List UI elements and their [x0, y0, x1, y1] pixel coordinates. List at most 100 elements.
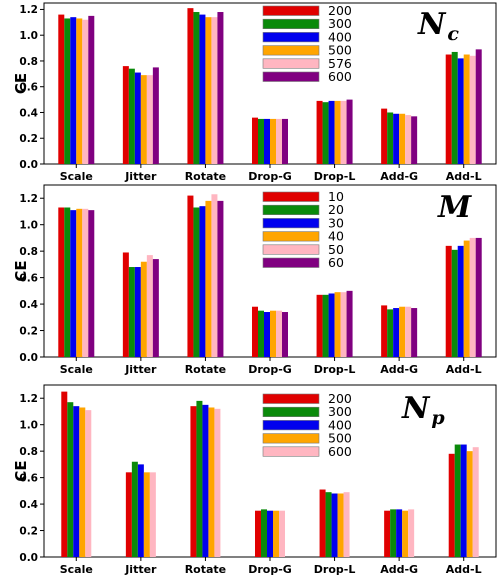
bar-600-add-l — [475, 49, 482, 165]
legend-swatch — [262, 5, 320, 16]
bar-500-scale — [76, 18, 83, 165]
bar-400-drop-g — [264, 118, 270, 164]
bar-40-drop-l — [334, 292, 341, 357]
legend-swatch — [262, 218, 320, 229]
bar-576-rotate — [211, 17, 218, 165]
category-label: Drop-G — [248, 363, 292, 376]
chart-panel-1: 0.0 0.2 0.4 0.6 0.8 1.0 1.2 CE Scale Jitter Rotate… — [12, 2, 497, 183]
bar-200-scale — [61, 391, 68, 557]
bar-300-drop-g — [258, 118, 264, 164]
bar-300-jitter — [131, 461, 138, 557]
bar-400-rotate — [199, 14, 206, 165]
bar-500-rotate — [208, 407, 215, 557]
bar-60-add-g — [411, 308, 418, 357]
panel-title-main: M — [437, 190, 472, 225]
bar-500-rotate — [205, 17, 212, 165]
category-label: Jitter — [124, 363, 157, 376]
y-tick-label: 0.2 — [19, 525, 38, 537]
bar-500-add-l — [463, 54, 470, 164]
bar-300-drop-g — [261, 509, 267, 557]
category-label: Drop-G — [248, 563, 292, 576]
legend-label: 10 — [328, 189, 344, 204]
bar-10-jitter — [122, 252, 129, 357]
bar-200-jitter — [122, 66, 129, 164]
legend-swatch — [262, 45, 320, 56]
legend-swatch — [262, 71, 320, 82]
category-label: Add-G — [380, 170, 418, 183]
bar-60-scale — [88, 210, 95, 357]
bar-40-add-l — [463, 240, 470, 357]
legend-label: 300 — [328, 404, 352, 419]
category-label: Rotate — [185, 563, 226, 576]
bar-10-drop-l — [316, 294, 323, 357]
bar-500-jitter — [143, 472, 150, 557]
legend-label: 600 — [328, 444, 352, 459]
legend-swatch — [262, 32, 320, 43]
bar-50-add-g — [405, 306, 412, 357]
y-axis-label: CE — [12, 73, 30, 94]
y-tick-label: 1.0 — [19, 219, 38, 231]
category-label: Jitter — [124, 170, 157, 183]
y-tick-label: 0.2 — [19, 133, 38, 145]
panel-title-main: N — [417, 7, 447, 42]
bar-300-add-l — [454, 444, 461, 557]
y-tick-label: 0.4 — [19, 299, 38, 311]
legend-label: 200 — [328, 3, 352, 18]
bar-400-add-g — [396, 509, 403, 557]
legend-swatch — [262, 433, 320, 444]
y-axis-label: CE — [12, 460, 30, 481]
chart-panel-2: 0.0 0.2 0.4 0.6 0.8 1.0 1.2 CE Scale Jitter Rotate… — [12, 184, 497, 376]
bar-576-add-g — [405, 115, 412, 164]
bar-300-rotate — [193, 12, 200, 164]
legend-swatch — [262, 191, 320, 202]
bar-576-jitter — [146, 75, 153, 164]
y-tick-label: 0.4 — [19, 107, 38, 119]
legend-label: 500 — [328, 431, 352, 446]
bar-500-drop-g — [273, 510, 279, 557]
category-label: Add-G — [380, 563, 418, 576]
bar-200-drop-g — [252, 117, 258, 164]
bar-300-drop-l — [322, 102, 329, 164]
bar-40-rotate — [205, 200, 212, 357]
bar-600-drop-l — [346, 99, 353, 164]
bar-30-drop-l — [328, 293, 335, 357]
category-label: Jitter — [124, 563, 157, 576]
bar-200-drop-g — [255, 510, 261, 557]
bar-400-drop-g — [267, 510, 273, 557]
bar-600-add-g — [408, 509, 415, 557]
bar-300-jitter — [128, 68, 135, 164]
bar-10-add-g — [381, 305, 388, 357]
legend-swatch — [262, 244, 320, 255]
category-label: Drop-L — [314, 170, 356, 183]
bar-400-rotate — [202, 404, 209, 557]
bar-60-rotate — [217, 200, 224, 357]
bar-600-rotate — [214, 408, 221, 557]
bar-60-drop-g — [282, 312, 288, 357]
legend-label: 400 — [328, 417, 352, 432]
category-label: Rotate — [185, 363, 226, 376]
bar-400-scale — [73, 406, 80, 557]
panel-title-sub: c — [447, 23, 459, 45]
bar-20-add-l — [451, 249, 458, 357]
bar-400-drop-l — [328, 100, 335, 164]
bar-20-add-g — [387, 309, 394, 357]
bar-600-drop-l — [343, 492, 350, 557]
panel-title-sub: p — [431, 407, 445, 429]
legend-label: 60 — [328, 255, 344, 270]
bar-50-drop-g — [276, 310, 282, 357]
legend-label: 500 — [328, 43, 352, 58]
category-label: Scale — [60, 170, 93, 183]
category-label: Scale — [60, 563, 93, 576]
bar-10-scale — [58, 207, 65, 357]
bar-300-add-g — [390, 509, 397, 557]
bar-400-scale — [70, 17, 77, 165]
legend-swatch — [262, 18, 320, 30]
bar-200-add-g — [381, 108, 388, 164]
bar-300-drop-l — [325, 492, 332, 557]
y-tick-label: 0.0 — [19, 552, 38, 564]
bar-30-add-l — [457, 245, 464, 357]
bar-40-jitter — [140, 261, 147, 357]
bar-20-jitter — [128, 267, 135, 357]
